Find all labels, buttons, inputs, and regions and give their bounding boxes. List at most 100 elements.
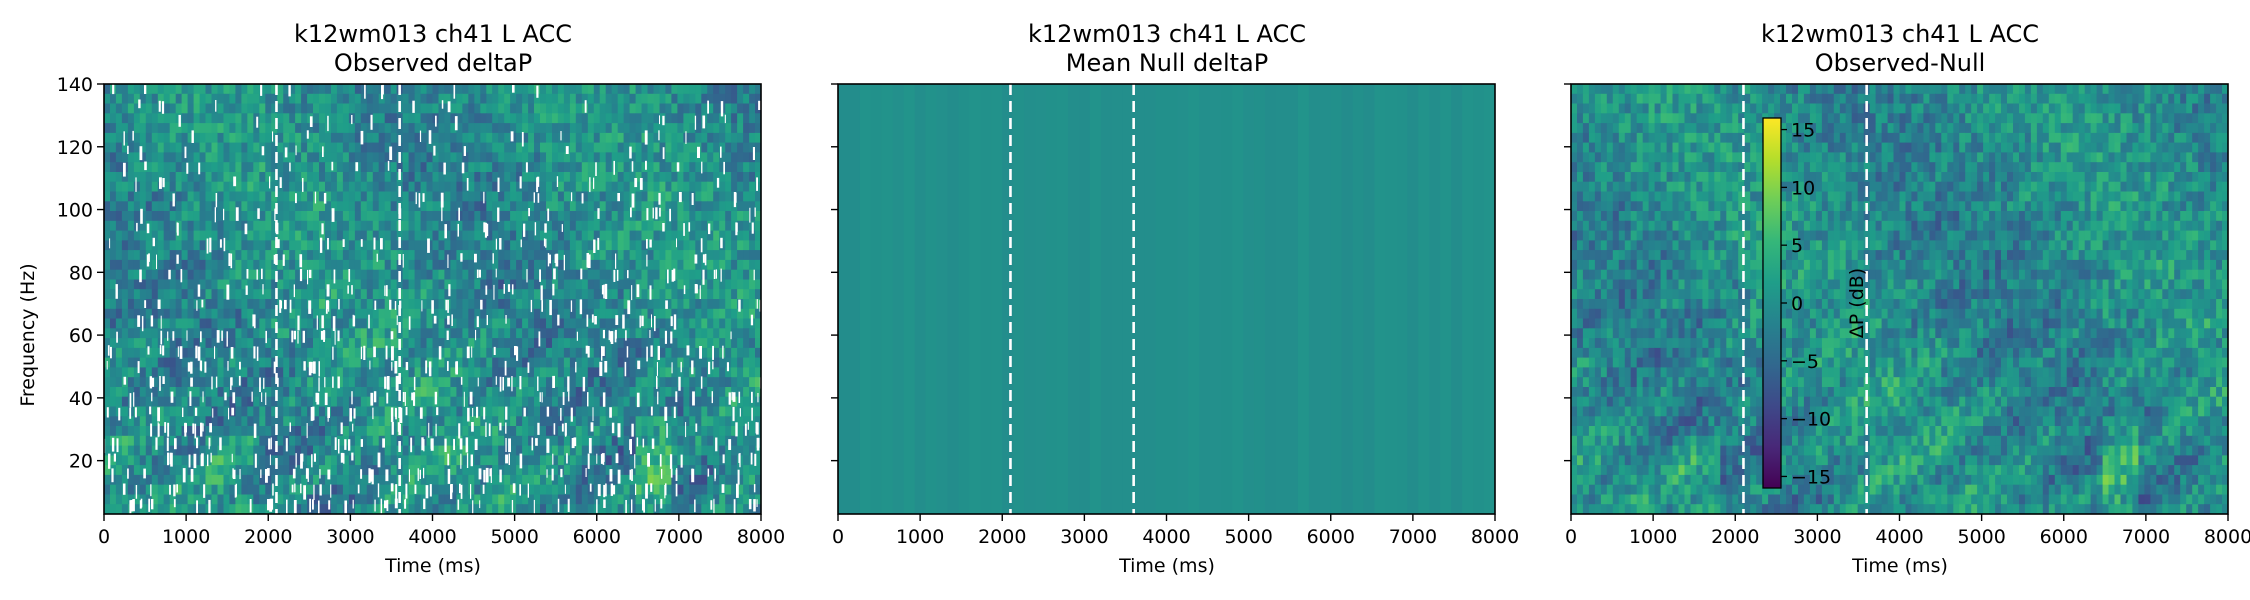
heatmap-cell xyxy=(127,367,135,378)
heatmap-cell xyxy=(265,211,272,222)
heatmap-cell xyxy=(193,308,201,320)
heatmap-cell xyxy=(235,347,242,359)
heatmap-cell xyxy=(677,494,684,505)
heatmap-cell xyxy=(546,211,553,222)
heatmap-cell xyxy=(665,426,672,437)
heatmap-cell xyxy=(354,445,362,456)
heatmap-cell xyxy=(552,445,559,456)
heatmap-cell xyxy=(408,93,416,105)
heatmap-cell xyxy=(593,484,601,495)
heatmap-cell xyxy=(516,132,523,144)
heatmap-cell xyxy=(205,162,212,173)
heatmap-cell xyxy=(474,220,481,232)
heatmap-cell xyxy=(277,308,284,320)
heatmap-cell xyxy=(528,201,535,212)
heatmap-cell xyxy=(540,299,547,310)
heatmap-cell xyxy=(647,220,654,232)
heatmap-cell xyxy=(701,338,708,349)
heatmap-cell xyxy=(623,357,631,368)
heatmap-cell xyxy=(396,230,404,241)
heatmap-cell xyxy=(181,220,189,232)
heatmap-cell xyxy=(295,426,302,437)
heatmap-cell xyxy=(575,494,583,505)
heatmap-cell xyxy=(486,84,493,95)
heatmap-cell xyxy=(623,308,631,320)
heatmap-cell xyxy=(593,191,601,202)
heatmap-cell xyxy=(456,396,463,407)
mask-streak xyxy=(617,193,620,202)
heatmap-cell xyxy=(510,103,517,114)
heatmap-cell xyxy=(462,328,469,339)
heatmap-cell xyxy=(115,230,123,241)
heatmap-cell xyxy=(647,338,654,349)
heatmap-cell xyxy=(157,191,165,202)
heatmap-cell xyxy=(701,220,708,232)
heatmap-cell xyxy=(623,211,631,222)
heatmap-cell xyxy=(121,132,129,144)
heatmap-cell xyxy=(504,347,511,359)
heatmap-cell xyxy=(749,328,756,339)
heatmap-cell xyxy=(456,377,463,388)
heatmap-cell xyxy=(175,357,183,368)
heatmap-cell xyxy=(552,387,559,398)
heatmap-cell xyxy=(629,113,637,124)
heatmap-cell xyxy=(725,426,732,437)
heatmap-cell xyxy=(139,259,147,271)
heatmap-cell xyxy=(563,162,571,173)
heatmap-cell xyxy=(384,308,392,320)
heatmap-cell xyxy=(737,465,744,476)
heatmap-cell xyxy=(223,103,230,114)
heatmap-cell xyxy=(707,142,714,153)
heatmap-cell xyxy=(277,269,284,280)
heatmap-cell xyxy=(480,201,487,212)
heatmap-cell xyxy=(671,289,678,300)
heatmap-cell xyxy=(247,201,254,212)
heatmap-cell xyxy=(605,211,613,222)
heatmap-cell xyxy=(540,230,547,241)
heatmap-cell xyxy=(235,220,242,232)
heatmap-cell xyxy=(211,445,218,456)
heatmap-cell xyxy=(480,259,487,271)
heatmap-cell xyxy=(181,406,189,417)
heatmap-cell xyxy=(301,347,308,359)
heatmap-cell xyxy=(313,387,320,398)
heatmap-cell xyxy=(247,230,254,241)
heatmap-cell xyxy=(581,152,589,163)
heatmap-cell xyxy=(635,416,643,427)
heatmap-cell xyxy=(283,172,290,183)
heatmap-cell xyxy=(181,338,189,349)
heatmap-cell xyxy=(522,172,529,183)
heatmap-cell xyxy=(444,474,451,486)
heatmap-cell xyxy=(169,318,177,329)
heatmap-cell xyxy=(581,84,589,95)
heatmap-cell xyxy=(552,142,559,153)
heatmap-cell xyxy=(181,93,189,105)
heatmap-cell xyxy=(456,279,463,290)
heatmap-cell xyxy=(575,387,583,398)
heatmap-cell xyxy=(522,142,529,153)
heatmap-cell xyxy=(677,211,684,222)
heatmap-cell xyxy=(163,250,171,261)
heatmap-cell xyxy=(563,84,571,95)
heatmap-cell xyxy=(719,494,726,505)
heatmap-cell xyxy=(552,435,559,447)
heatmap-cell xyxy=(121,289,129,300)
heatmap-cell xyxy=(462,396,469,407)
heatmap-cell xyxy=(677,299,684,310)
heatmap-cell xyxy=(420,162,428,173)
heatmap-cell xyxy=(115,191,123,202)
heatmap-cell xyxy=(277,250,284,261)
heatmap-cell xyxy=(414,93,422,105)
heatmap-cell xyxy=(127,328,135,339)
heatmap-cell xyxy=(307,142,314,153)
heatmap-cell xyxy=(510,152,517,163)
heatmap-cell xyxy=(731,465,738,476)
heatmap-cell xyxy=(683,230,690,241)
heatmap-cell xyxy=(384,455,392,466)
heatmap-cell xyxy=(354,465,362,476)
heatmap-cell xyxy=(384,250,392,261)
heatmap-cell xyxy=(683,387,690,398)
heatmap-cell xyxy=(133,494,141,505)
heatmap-cell xyxy=(450,387,457,398)
heatmap-cell xyxy=(342,279,350,290)
